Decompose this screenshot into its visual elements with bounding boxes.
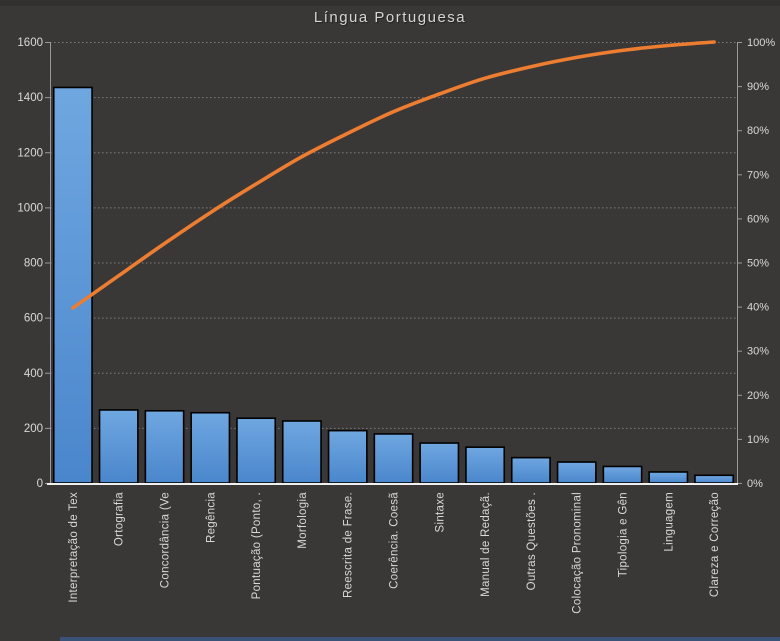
category-label: Sintaxe xyxy=(434,492,446,532)
frequency-bar[interactable] xyxy=(373,433,414,484)
category-label: Concordância (Ve xyxy=(160,492,172,588)
category-label: Coerência. Coesã xyxy=(389,492,401,589)
category-label: Ortografia xyxy=(114,492,126,546)
left-axis-tick-label: 800 xyxy=(24,258,43,270)
right-axis-tick-label: 80% xyxy=(747,125,769,137)
right-axis-tick-label: 60% xyxy=(747,213,769,225)
left-axis-tick-label: 1400 xyxy=(17,92,43,104)
frequency-bar[interactable] xyxy=(327,429,368,484)
left-axis-tick-label: 1200 xyxy=(17,147,43,159)
right-axis-tick-label: 0% xyxy=(747,478,763,490)
frequency-bar[interactable] xyxy=(190,411,231,484)
cumulative-line[interactable] xyxy=(71,40,716,310)
category-label: Colocação Pronominal xyxy=(572,492,584,614)
right-axis-tick-label: 100% xyxy=(747,37,775,49)
frequency-bar[interactable] xyxy=(556,461,597,484)
right-axis-tick-label: 10% xyxy=(747,434,769,446)
left-axis-tick-label: 600 xyxy=(24,313,43,325)
category-label: Tipologia e Gên xyxy=(618,492,630,577)
frequency-bar[interactable] xyxy=(694,474,735,484)
left-axis-tick-label: 400 xyxy=(24,368,43,380)
frequency-bar[interactable] xyxy=(281,420,322,484)
left-axis-tick-label: 1600 xyxy=(17,37,43,49)
bottom-window-edge xyxy=(60,637,780,641)
frequency-bar[interactable] xyxy=(52,86,93,484)
category-label: Manual de Redaçã. xyxy=(480,492,492,597)
frequency-bar[interactable] xyxy=(648,471,689,484)
left-axis-tick-label: 1000 xyxy=(17,202,43,214)
frequency-bar[interactable] xyxy=(465,446,506,484)
category-label: Morfologia xyxy=(297,492,309,549)
category-label: Clareza e Correção xyxy=(709,492,721,597)
left-axis-tick-label: 0 xyxy=(37,478,43,490)
top-window-edge xyxy=(0,0,780,6)
category-label: Regência xyxy=(205,492,217,543)
frequency-bar[interactable] xyxy=(98,409,139,484)
right-axis-tick-label: 70% xyxy=(747,169,769,181)
frequency-bar[interactable] xyxy=(510,456,551,484)
right-axis-tick-label: 30% xyxy=(747,346,769,358)
category-label: Linguagem xyxy=(663,492,675,552)
category-label: Reescrita de Frase. xyxy=(343,492,355,598)
frequency-bar[interactable] xyxy=(144,409,185,484)
right-axis-tick-label: 90% xyxy=(747,81,769,93)
frequency-bar[interactable] xyxy=(236,417,277,484)
right-axis-tick-label: 50% xyxy=(747,258,769,270)
frequency-bar[interactable] xyxy=(419,442,460,484)
right-axis-tick-label: 20% xyxy=(747,390,769,402)
chart-title[interactable]: Língua Portuguesa xyxy=(313,9,467,26)
right-axis-tick-label: 40% xyxy=(747,302,769,314)
left-axis-tick-label: 200 xyxy=(24,423,43,435)
category-label: Outras Questões . xyxy=(526,492,538,590)
category-label: Pontuação (Ponto, . xyxy=(251,492,263,599)
frequency-bar[interactable] xyxy=(602,465,643,484)
category-label: Interpretação de Tex xyxy=(68,492,80,603)
